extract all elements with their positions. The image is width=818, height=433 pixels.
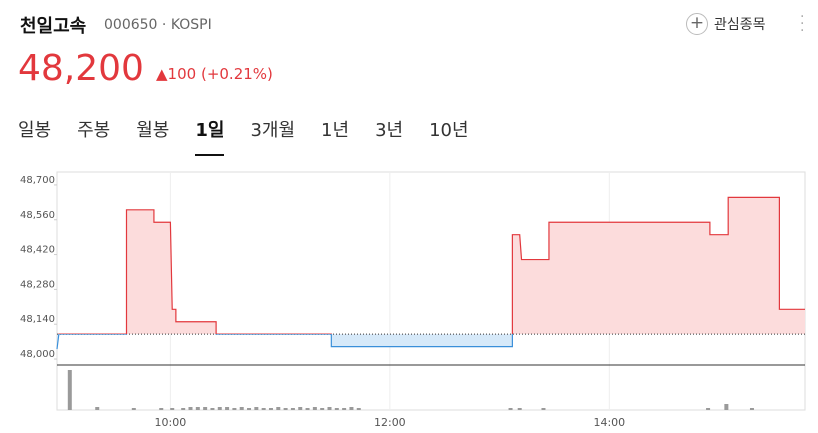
tab[interactable]: 주봉: [77, 120, 111, 141]
volume-bar: [232, 408, 237, 410]
tab[interactable]: 3개월: [250, 120, 296, 141]
y-tick-label: 48,280: [20, 279, 55, 290]
price: 48,200: [18, 48, 144, 89]
volume-bar: [261, 408, 266, 410]
volume-bar: [210, 408, 215, 410]
tabs: 일봉 주봉 월봉 1일 3개월 1년 3년 10년: [18, 116, 469, 156]
volume-bar: [320, 408, 325, 410]
x-tick-label: 10:00: [155, 416, 187, 429]
volume-bar: [67, 370, 72, 410]
volume-bar: [517, 408, 522, 410]
tab[interactable]: 1일: [195, 116, 225, 156]
volume-bar: [225, 407, 230, 410]
volume-bar: [290, 408, 295, 410]
volume-bar: [724, 404, 729, 410]
y-tick-label: 48,000: [20, 349, 55, 360]
stock-name: 천일고속: [20, 16, 87, 37]
volume-bar: [159, 408, 164, 410]
watch-label: 관심종목: [714, 17, 766, 33]
volume-bar: [170, 408, 175, 410]
area-above: [57, 197, 805, 335]
volume-bar: [95, 407, 100, 410]
price-line: [58, 196, 805, 335]
volume-bar: [254, 407, 259, 410]
volume-bar: [181, 408, 186, 410]
volume-bar: [268, 408, 273, 410]
plot-frame: [56, 171, 806, 411]
volume-bar: [706, 408, 711, 410]
volume-bar: [305, 408, 310, 410]
change-value: 100: [167, 65, 197, 83]
volume-bar: [131, 408, 136, 410]
tab[interactable]: 일봉: [18, 120, 52, 141]
volume-bar: [334, 408, 339, 410]
menu[interactable]: · · ·: [800, 9, 805, 39]
volume-bar: [342, 408, 347, 410]
volume-bar: [327, 407, 332, 410]
y-tick-label: 48,560: [20, 210, 55, 221]
y-tick-label: 48,420: [20, 245, 55, 256]
volume-bar: [239, 407, 244, 410]
volume-bar: [203, 407, 208, 410]
market: KOSPI: [170, 17, 212, 33]
volume-bar: [508, 408, 513, 410]
volume-bar: [195, 407, 200, 410]
tab[interactable]: 월봉: [136, 120, 170, 141]
price-line-below: [56, 334, 513, 350]
area-below: [57, 334, 805, 350]
volume-bar: [356, 408, 361, 410]
tab[interactable]: 10년: [429, 120, 469, 141]
change-pct: (+0.21%): [200, 65, 273, 83]
x-tick-label: 12:00: [374, 416, 406, 429]
volume-bar: [247, 408, 252, 410]
volume-bar: [188, 407, 193, 410]
tab[interactable]: 1년: [321, 120, 350, 141]
volume-bar: [217, 407, 222, 410]
change: ▲100 (+0.21%): [156, 65, 273, 83]
y-tick-label: 48,700: [20, 175, 55, 186]
code: 000650: [104, 17, 158, 33]
volume-bar: [276, 407, 281, 410]
volume-bar: [541, 408, 546, 410]
volume-bar: [283, 408, 288, 410]
x-tick-label: 14:00: [593, 416, 625, 429]
volume-bar: [312, 407, 317, 410]
volume-bar: [749, 408, 754, 410]
volume-bar: [349, 407, 354, 410]
tab[interactable]: 3년: [375, 120, 404, 141]
watch-button[interactable]: + 관심종목: [686, 13, 766, 35]
volume-bar: [298, 407, 303, 410]
stock-code: 000650 · KOSPI: [104, 17, 212, 33]
y-tick-label: 48,140: [20, 314, 55, 325]
